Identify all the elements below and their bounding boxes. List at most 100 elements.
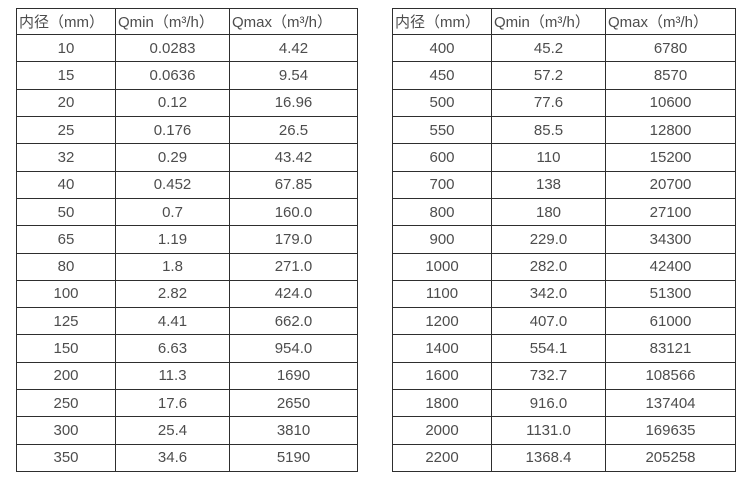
table-row: 450 57.2 8570 <box>392 61 736 90</box>
table-cell: 1800 <box>392 389 492 418</box>
table-cell: 271.0 <box>229 252 358 281</box>
table-row: 1000 282.0 42400 <box>392 252 736 281</box>
table-cell: 1.19 <box>115 225 230 254</box>
table-cell: 300 <box>16 416 116 445</box>
table-cell: 20700 <box>605 170 736 199</box>
table-cell: 900 <box>392 225 492 254</box>
table-cell: 2200 <box>392 443 492 473</box>
table-row: 1400 554.1 83121 <box>392 334 736 363</box>
table-cell: 1368.4 <box>491 443 606 473</box>
table-cell: 1690 <box>229 361 358 391</box>
table-cell: 25.4 <box>115 416 230 445</box>
table-cell: 34.6 <box>115 443 230 473</box>
table-header-row: 内径（mm） Qmin（m³/h） Qmax（m³/h） <box>392 8 736 35</box>
table-cell: 400 <box>392 33 492 63</box>
table-cell: 169635 <box>605 416 736 445</box>
table-cell: 282.0 <box>491 252 606 281</box>
table-cell: 2000 <box>392 416 492 445</box>
table-cell: 424.0 <box>229 279 358 309</box>
table-cell: 10 <box>16 33 116 63</box>
table-row: 20 0.12 16.96 <box>16 88 358 117</box>
flow-table-large-diameters: 内径（mm） Qmin（m³/h） Qmax（m³/h） 400 45.2 6780 45… <box>392 8 736 473</box>
table-cell: 2650 <box>229 389 358 418</box>
table-cell: 138 <box>491 170 606 199</box>
table-cell: 125 <box>16 307 116 336</box>
table-row: 40 0.452 67.85 <box>16 170 358 199</box>
table-row: 2000 1131.0 169635 <box>392 416 736 445</box>
column-header: Qmin（m³/h） <box>115 8 230 35</box>
table-cell: 11.3 <box>115 361 230 391</box>
table-cell: 108566 <box>605 361 736 391</box>
table-cell: 8570 <box>605 61 736 90</box>
table-row: 900 229.0 34300 <box>392 225 736 254</box>
table-cell: 916.0 <box>491 389 606 418</box>
table-cell: 42400 <box>605 252 736 281</box>
table-cell: 1.8 <box>115 252 230 281</box>
table-cell: 100 <box>16 279 116 309</box>
table-cell: 160.0 <box>229 197 358 227</box>
table-row: 50 0.7 160.0 <box>16 197 358 227</box>
table-cell: 20 <box>16 88 116 117</box>
table-cell: 61000 <box>605 307 736 336</box>
table-cell: 500 <box>392 88 492 117</box>
column-header: Qmax（m³/h） <box>229 8 358 35</box>
table-cell: 200 <box>16 361 116 391</box>
table-cell: 700 <box>392 170 492 199</box>
table-cell: 6.63 <box>115 334 230 363</box>
table-cell: 954.0 <box>229 334 358 363</box>
table-cell: 450 <box>392 61 492 90</box>
table-cell: 662.0 <box>229 307 358 336</box>
table-row: 200 11.3 1690 <box>16 361 358 391</box>
table-cell: 4.41 <box>115 307 230 336</box>
table-cell: 65 <box>16 225 116 254</box>
table-cell: 15200 <box>605 143 736 172</box>
table-cell: 12800 <box>605 115 736 145</box>
table-cell: 0.29 <box>115 143 230 172</box>
table-row: 700 138 20700 <box>392 170 736 199</box>
table-cell: 1000 <box>392 252 492 281</box>
table-row: 125 4.41 662.0 <box>16 307 358 336</box>
table-row: 1100 342.0 51300 <box>392 279 736 309</box>
flow-table-small-diameters: 内径（mm） Qmin（m³/h） Qmax（m³/h） 10 0.0283 4.42 1… <box>16 8 358 473</box>
table-cell: 0.12 <box>115 88 230 117</box>
table-row: 600 110 15200 <box>392 143 736 172</box>
table-cell: 77.6 <box>491 88 606 117</box>
table-cell: 17.6 <box>115 389 230 418</box>
table-cell: 6780 <box>605 33 736 63</box>
table-cell: 137404 <box>605 389 736 418</box>
table-row: 1200 407.0 61000 <box>392 307 736 336</box>
table-cell: 50 <box>16 197 116 227</box>
table-row: 32 0.29 43.42 <box>16 143 358 172</box>
table-cell: 1600 <box>392 361 492 391</box>
table-cell: 350 <box>16 443 116 473</box>
table-cell: 10600 <box>605 88 736 117</box>
table-row: 25 0.176 26.5 <box>16 115 358 145</box>
table-cell: 45.2 <box>491 33 606 63</box>
column-header: Qmin（m³/h） <box>491 8 606 35</box>
table-cell: 205258 <box>605 443 736 473</box>
table-row: 150 6.63 954.0 <box>16 334 358 363</box>
table-row: 1800 916.0 137404 <box>392 389 736 418</box>
table-cell: 554.1 <box>491 334 606 363</box>
column-header: Qmax（m³/h） <box>605 8 736 35</box>
table-cell: 27100 <box>605 197 736 227</box>
table-cell: 9.54 <box>229 61 358 90</box>
table-row: 65 1.19 179.0 <box>16 225 358 254</box>
table-cell: 83121 <box>605 334 736 363</box>
table-cell: 57.2 <box>491 61 606 90</box>
table-cell: 26.5 <box>229 115 358 145</box>
table-row: 500 77.6 10600 <box>392 88 736 117</box>
table-row: 250 17.6 2650 <box>16 389 358 418</box>
table-cell: 51300 <box>605 279 736 309</box>
table-cell: 229.0 <box>491 225 606 254</box>
table-cell: 1100 <box>392 279 492 309</box>
table-cell: 179.0 <box>229 225 358 254</box>
table-row: 350 34.6 5190 <box>16 443 358 473</box>
table-cell: 800 <box>392 197 492 227</box>
table-row: 300 25.4 3810 <box>16 416 358 445</box>
table-body: 400 45.2 6780 450 57.2 8570 500 77.6 10600 550 85.… <box>392 33 736 473</box>
table-cell: 180 <box>491 197 606 227</box>
table-cell: 80 <box>16 252 116 281</box>
table-cell: 110 <box>491 143 606 172</box>
table-cell: 34300 <box>605 225 736 254</box>
